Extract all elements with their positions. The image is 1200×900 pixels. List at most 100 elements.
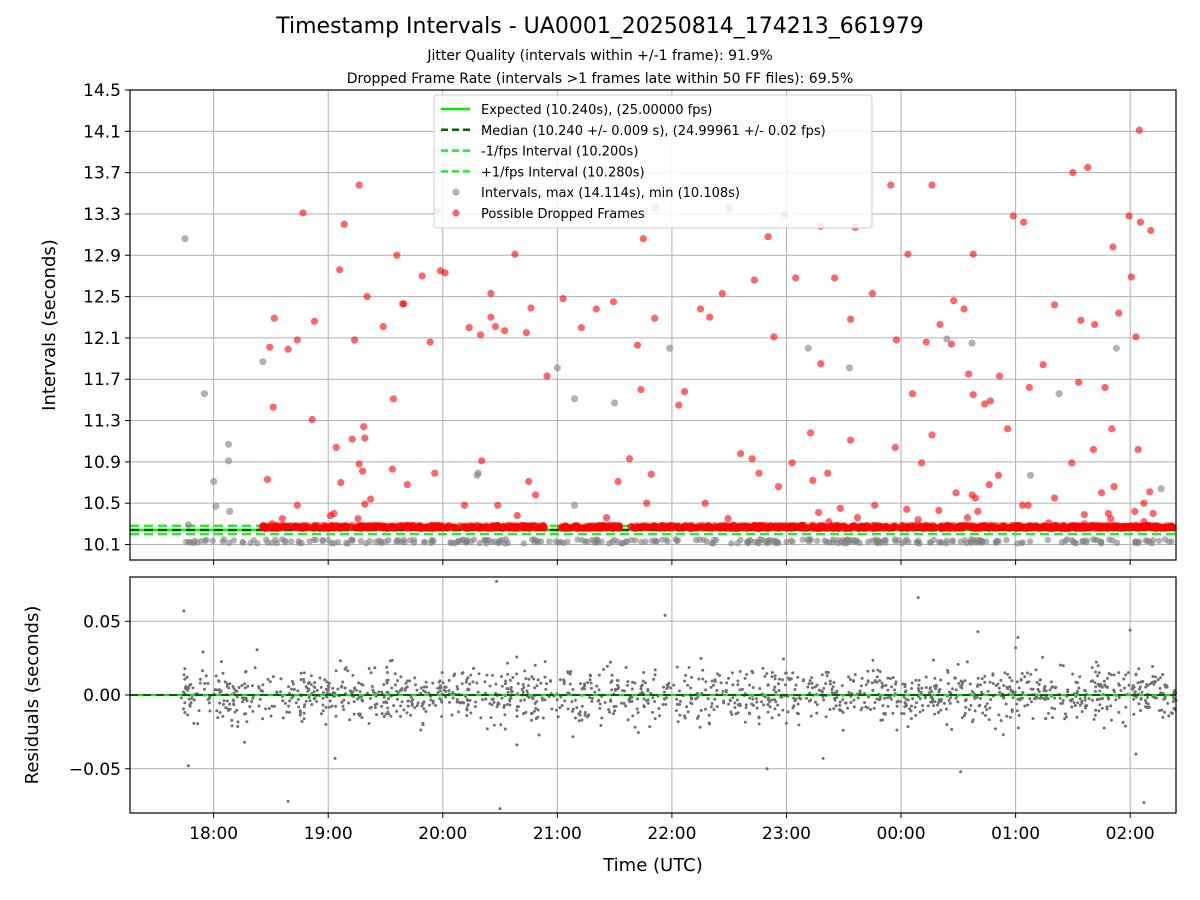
residual-point: [313, 685, 317, 689]
residual-point: [323, 678, 327, 682]
bottom-y-axis-ticks: 0.05 0.00 −0.05: [69, 612, 130, 780]
residual-point: [431, 681, 435, 685]
residual-point: [611, 712, 615, 716]
interval-point: [193, 539, 201, 546]
residual-point: [321, 696, 325, 700]
residual-point: [1094, 708, 1098, 712]
residual-point: [614, 704, 618, 708]
residual-point: [924, 685, 928, 689]
dropped-frame-point: [786, 522, 794, 530]
residual-point: [456, 687, 460, 691]
dropped-frame-point: [1132, 333, 1140, 341]
residual-point: [1089, 679, 1093, 683]
dropped-frame-point: [1014, 522, 1022, 531]
residual-point: [415, 704, 419, 708]
residual-point: [227, 686, 231, 690]
x-axis-ticks: 18:00 19:00 20:00 21:00 22:00 23:00 00:00 01:00…: [189, 560, 1155, 844]
residual-point: [503, 713, 507, 717]
residual-point: [315, 688, 319, 692]
dropped-frame-point: [748, 455, 756, 463]
residual-point: [893, 688, 897, 692]
dropped-frame-point: [416, 521, 424, 530]
residual-point: [488, 684, 492, 688]
residual-point: [610, 679, 614, 683]
residual-point: [706, 697, 710, 701]
residual-point: [970, 689, 974, 693]
residual-point: [870, 681, 874, 685]
residual-point: [409, 713, 413, 717]
residual-point: [367, 667, 371, 671]
residual-point: [765, 767, 769, 771]
residual-point: [1099, 684, 1103, 688]
residual-point: [492, 723, 496, 727]
dropped-frame-point: [701, 499, 709, 507]
interval-point: [1090, 536, 1097, 543]
residual-point: [694, 697, 698, 701]
residual-point: [243, 740, 247, 744]
residual-point: [241, 700, 245, 704]
residual-point: [455, 698, 459, 702]
interval-point: [696, 536, 704, 543]
interval-point: [310, 536, 318, 544]
residual-point: [993, 727, 997, 731]
legend: Expected (10.240s), (25.00000 fps) Median…: [433, 94, 873, 229]
dropped-frame-point: [1084, 163, 1092, 172]
dropped-frame-point: [985, 480, 993, 489]
residual-point: [612, 704, 616, 708]
residual-point: [976, 683, 980, 687]
residual-point: [396, 679, 400, 683]
residual-point: [393, 672, 397, 676]
dropped-frame-point: [452, 524, 460, 532]
residual-point: [770, 671, 774, 675]
residual-point: [869, 707, 873, 711]
dropped-frame-point: [1127, 273, 1135, 281]
residual-point: [336, 687, 340, 691]
residual-point: [755, 706, 759, 710]
residual-point: [750, 669, 754, 673]
dropped-frame-point: [332, 443, 340, 452]
residual-point: [187, 697, 191, 701]
residual-point: [596, 699, 600, 703]
interval-point: [845, 364, 854, 372]
residual-point: [768, 700, 772, 704]
residual-point: [1080, 701, 1084, 705]
residual-point: [867, 695, 871, 699]
interval-point: [593, 536, 601, 544]
residual-point: [828, 682, 832, 686]
residual-point: [687, 666, 691, 670]
residual-point: [568, 682, 572, 686]
residual-point: [1084, 706, 1088, 710]
residual-point: [184, 685, 188, 689]
residual-point: [957, 682, 961, 686]
dropped-frame-point: [737, 450, 745, 458]
residual-point: [856, 696, 860, 700]
residual-point: [468, 682, 472, 686]
dropped-frame-point: [525, 477, 533, 486]
residual-point: [361, 699, 365, 703]
residual-point: [901, 682, 905, 686]
residual-point: [476, 690, 480, 694]
residual-point: [678, 702, 682, 706]
dropped-frame-point: [1080, 520, 1088, 528]
residual-point: [1049, 680, 1053, 684]
residual-point: [235, 708, 239, 712]
residual-point: [232, 699, 236, 703]
residual-point: [936, 711, 940, 715]
residual-point: [878, 697, 882, 701]
x-tick-label: 22:00: [647, 824, 696, 844]
dropped-frame-point: [947, 340, 956, 348]
residual-point: [949, 691, 953, 695]
residual-point: [302, 677, 306, 681]
residual-point: [917, 683, 921, 687]
residual-point: [384, 700, 388, 704]
residual-point: [555, 708, 559, 712]
dropped-frame-point: [981, 400, 989, 408]
residual-point: [306, 689, 310, 693]
residual-point: [255, 648, 259, 652]
residual-point: [387, 712, 391, 716]
dropped-frame-point: [1126, 522, 1135, 530]
residual-point: [402, 708, 406, 712]
interval-point: [184, 521, 193, 529]
residual-point: [369, 705, 373, 709]
